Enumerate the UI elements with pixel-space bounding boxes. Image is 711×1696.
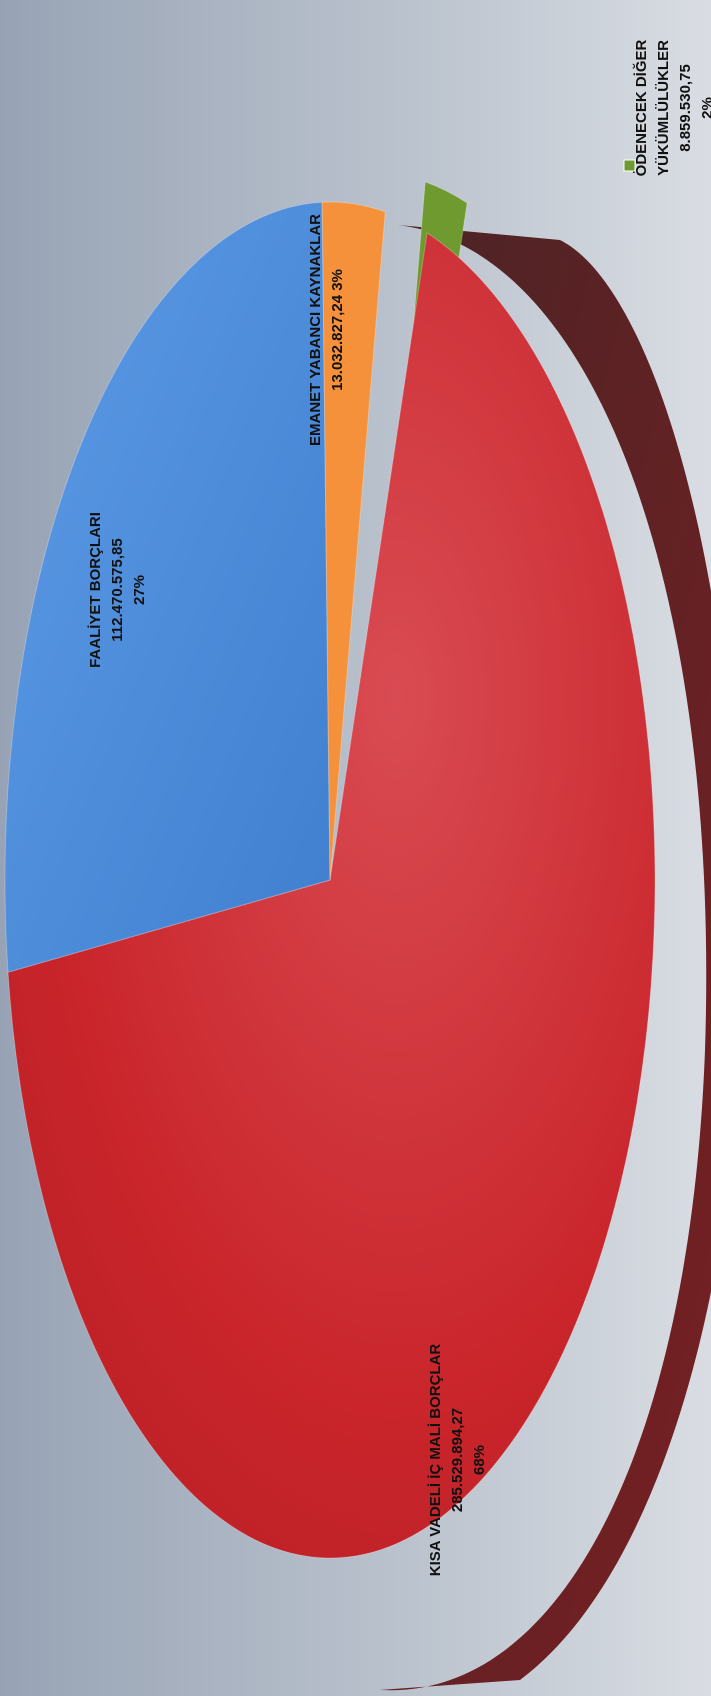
label-faaliyet: FAALİYET BORÇLARI 112.470.575,85 27%: [87, 512, 148, 668]
legend-marker-odenecek: [623, 159, 636, 172]
pie-labels: KISA VADELİ İÇ MALİ BORÇLAR 285.529.894,2…: [87, 39, 711, 1576]
pie-slices: [4, 181, 656, 1559]
label-kisa-vadeli: KISA VADELİ İÇ MALİ BORÇLAR 285.529.894,2…: [427, 1344, 488, 1577]
slice-faaliyet: [4, 201, 331, 973]
slice-emanet: [321, 201, 386, 881]
label-odenecek: ÖDENECEK DİĞER YÜKÜMLÜLÜKLER 8.859.530,75 2…: [632, 39, 711, 176]
label-emanet: EMANET YABANCI KAYNAKLAR 13.032.827,24 3%: [307, 214, 346, 446]
slice-kisa-vadeli: [7, 232, 656, 1559]
